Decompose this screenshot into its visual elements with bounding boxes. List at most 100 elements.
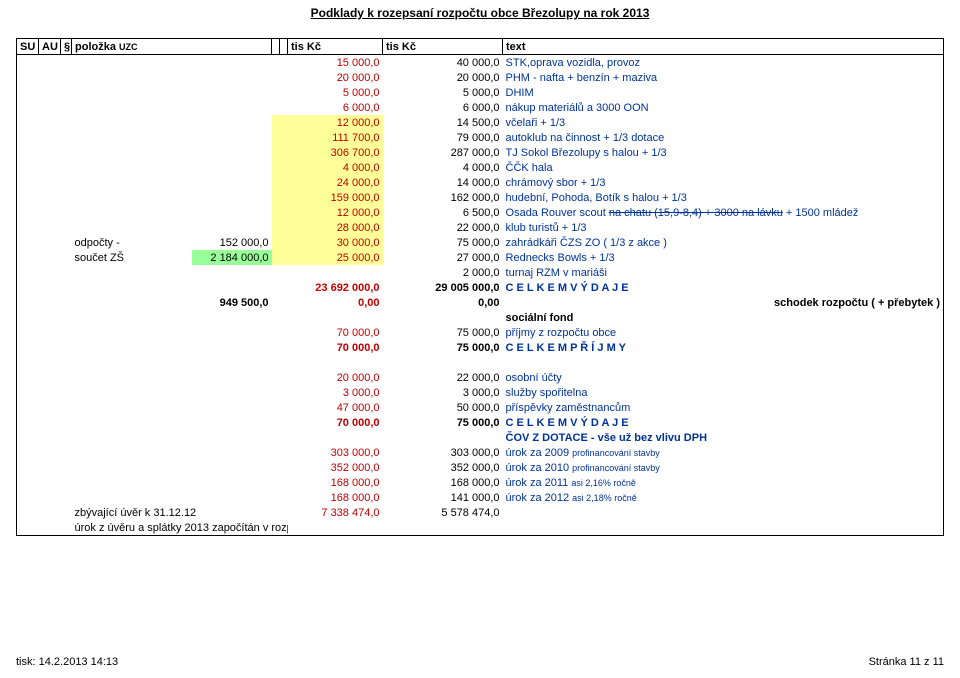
col-au: AU — [39, 39, 61, 55]
amount-col1: 20 000,0 — [288, 370, 383, 385]
amount-col1 — [288, 265, 383, 280]
text-col: příjmy z rozpočtu obce — [503, 325, 944, 340]
amount-col2: 6 500,0 — [383, 205, 503, 220]
table-row: 20 000,022 000,0osobní účty — [17, 370, 944, 385]
amount-col1: 25 000,0 — [288, 250, 383, 265]
text-col: služby spořitelna — [503, 385, 944, 400]
amount-soucet: 2 184 000,0 — [192, 250, 272, 265]
amount-col2: 2 000,0 — [383, 265, 503, 280]
amount-col2: 168 000,0 — [383, 475, 503, 490]
amount-col2: 29 005 000,0 — [383, 280, 503, 295]
budget-table: SU AU § položka UZC tis Kč tis Kč text 1… — [16, 38, 944, 536]
amount-col1: 23 692 000,0 — [288, 280, 383, 295]
table-row: součet ZŠ2 184 000,025 000,027 000,0Redn… — [17, 250, 944, 265]
amount-col2: 4 000,0 — [383, 160, 503, 175]
table-row: 70 000,075 000,0C E L K E M P Ř Í J M Y — [17, 340, 944, 355]
amount-col1: 15 000,0 — [288, 55, 383, 71]
amount-col2: 6 000,0 — [383, 100, 503, 115]
table-row: zbývající úvěr k 31.12.127 338 474,05 57… — [17, 505, 944, 520]
label-zbyvajici: zbývající úvěr k 31.12.12 — [72, 505, 272, 520]
table-row: 111 700,079 000,0autoklub na činnost + 1… — [17, 130, 944, 145]
table-row: 6 000,06 000,0nákup materiálů a 3000 OON — [17, 100, 944, 115]
col-polozka: položka UZC — [72, 39, 272, 55]
table-row: úrok z úvěru a splátky 2013 započítán v … — [17, 520, 944, 536]
table-row: 12 000,014 500,0včelaři + 1/3 — [17, 115, 944, 130]
footer-left: tisk: 14.2.2013 14:13 — [16, 656, 118, 668]
text-col: C E L K E M V Ý D A J E — [503, 415, 944, 430]
page-footer: tisk: 14.2.2013 14:13 Stránka 11 z 11 — [16, 656, 944, 668]
table-row: odpočty -152 000,030 000,075 000,0zahrád… — [17, 235, 944, 250]
table-row: sociální fond — [17, 310, 944, 325]
text-col: Rednecks Bowls + 1/3 — [503, 250, 944, 265]
amount-col1: 7 338 474,0 — [288, 505, 383, 520]
amount-col2: 287 000,0 — [383, 145, 503, 160]
amount-col1: 12 000,0 — [288, 205, 383, 220]
page-title: Podklady k rozepsaní rozpočtu obce Březo… — [16, 6, 944, 20]
amount-col1: 159 000,0 — [288, 190, 383, 205]
table-row: 20 000,020 000,0PHM - nafta + benzín + m… — [17, 70, 944, 85]
text-col: nákup materiálů a 3000 OON — [503, 100, 944, 115]
label-odpocty: odpočty - — [72, 235, 192, 250]
text-col: úrok za 2010 profinancování stavby — [503, 460, 944, 475]
label-note: úrok z úvěru a splátky 2013 započítán v … — [72, 520, 288, 536]
text-col: úrok za 2011 asi 2,16% ročně — [503, 475, 944, 490]
text-col: klub turistů + 1/3 — [503, 220, 944, 235]
table-row — [17, 355, 944, 370]
text-col: ČČK hala — [503, 160, 944, 175]
text-col: PHM - nafta + benzín + maziva — [503, 70, 944, 85]
table-row: 70 000,075 000,0příjmy z rozpočtu obce — [17, 325, 944, 340]
table-header-row: SU AU § položka UZC tis Kč tis Kč text — [17, 39, 944, 55]
amount-col1: 4 000,0 — [288, 160, 383, 175]
table-row: 168 000,0168 000,0úrok za 2011 asi 2,16%… — [17, 475, 944, 490]
text-col: autoklub na činnost + 1/3 dotace — [503, 130, 944, 145]
col-tis1: tis Kč — [288, 39, 383, 55]
amount-col2: 50 000,0 — [383, 400, 503, 415]
text-col: úrok za 2012 asi 2,18% ročně — [503, 490, 944, 505]
amount-col1: 168 000,0 — [288, 490, 383, 505]
amount-col2: 75 000,0 — [383, 235, 503, 250]
col-par: § — [61, 39, 72, 55]
amount-col2: 20 000,0 — [383, 70, 503, 85]
text-socfond: sociální fond — [503, 310, 944, 325]
amount-col2: 27 000,0 — [383, 250, 503, 265]
amount-col1: 24 000,0 — [288, 175, 383, 190]
table-row: 306 700,0287 000,0TJ Sokol Březolupy s h… — [17, 145, 944, 160]
text-col: STK,oprava vozidla, provoz — [503, 55, 944, 71]
amount-col1: 6 000,0 — [288, 100, 383, 115]
text-col: turnaj RZM v mariáši — [503, 265, 944, 280]
table-row: 15 000,040 000,0STK,oprava vozidla, prov… — [17, 55, 944, 71]
amount-col2: 40 000,0 — [383, 55, 503, 71]
table-row: 24 000,014 000,0chrámový sbor + 1/3 — [17, 175, 944, 190]
table-row: 352 000,0352 000,0úrok za 2010 profinanc… — [17, 460, 944, 475]
amount-col1: 28 000,0 — [288, 220, 383, 235]
table-row: 23 692 000,029 005 000,0C E L K E M V Ý … — [17, 280, 944, 295]
amount-col2: 22 000,0 — [383, 220, 503, 235]
amount-col1: 306 700,0 — [288, 145, 383, 160]
table-row: 28 000,022 000,0klub turistů + 1/3 — [17, 220, 944, 235]
text-col: C E L K E M P Ř Í J M Y — [503, 340, 944, 355]
table-row: 159 000,0162 000,0hudební, Pohoda, Botík… — [17, 190, 944, 205]
text-col: hudební, Pohoda, Botík s halou + 1/3 — [503, 190, 944, 205]
amount-odpocty: 152 000,0 — [192, 235, 272, 250]
amount-col2: 352 000,0 — [383, 460, 503, 475]
amount-col1: 70 000,0 — [288, 325, 383, 340]
amount-col2: 75 000,0 — [383, 415, 503, 430]
amount-col2: 162 000,0 — [383, 190, 503, 205]
text-col: úrok za 2009 profinancování stavby — [503, 445, 944, 460]
table-row: 168 000,0141 000,0úrok za 2012 asi 2,18%… — [17, 490, 944, 505]
amount-col1: 3 000,0 — [288, 385, 383, 400]
footer-right: Stránka 11 z 11 — [869, 656, 944, 668]
text-cov: ČOV Z DOTACE - vše už bez vlivu DPH — [503, 430, 944, 445]
amount-col1: 30 000,0 — [288, 235, 383, 250]
amount-col2: 75 000,0 — [383, 340, 503, 355]
text-schodek: schodek rozpočtu ( + přebytek ) — [503, 295, 944, 310]
amount-col2: 5 000,0 — [383, 85, 503, 100]
text-col: DHIM — [503, 85, 944, 100]
amount-col2: 14 500,0 — [383, 115, 503, 130]
text-col: osobní účty — [503, 370, 944, 385]
table-row: ČOV Z DOTACE - vše už bez vlivu DPH — [17, 430, 944, 445]
table-row: 303 000,0303 000,0úrok za 2009 profinanc… — [17, 445, 944, 460]
amount-col1: 20 000,0 — [288, 70, 383, 85]
amount-col2: 22 000,0 — [383, 370, 503, 385]
amount-left-schodek: 949 500,0 — [72, 295, 272, 310]
